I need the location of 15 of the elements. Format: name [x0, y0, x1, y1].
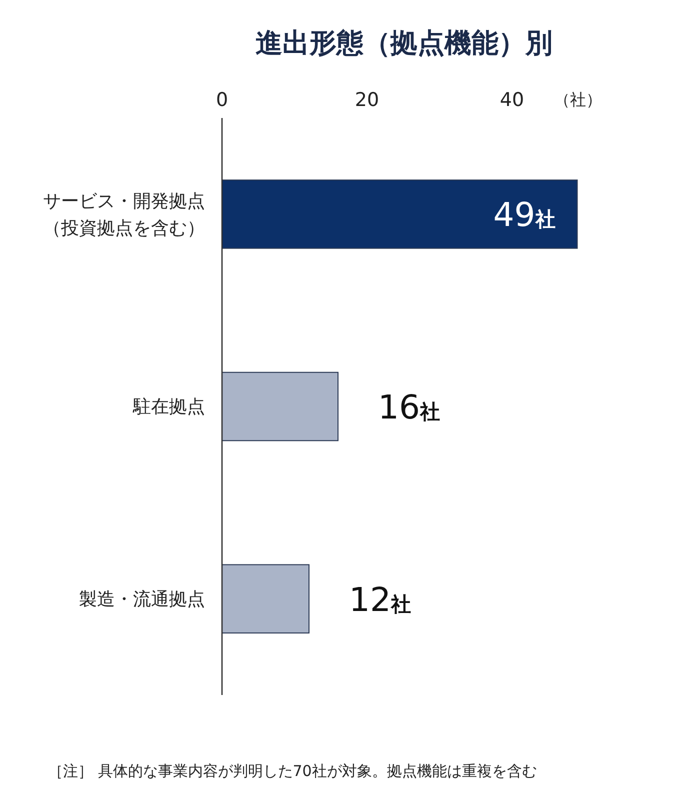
data-label: 12社 — [349, 580, 411, 619]
chart-title: 進出形態（拠点機能）別 — [256, 28, 552, 59]
x-axis-title: （社） — [554, 90, 602, 109]
bar — [222, 180, 578, 249]
y-tick-label: サービス・開発拠点（投資拠点を含む） — [43, 191, 205, 240]
bar — [222, 564, 310, 634]
bar — [222, 372, 338, 442]
y-tick-label: 製造・流通拠点 — [79, 588, 205, 610]
y-tick-label: 駐在拠点 — [132, 396, 205, 418]
data-label: 49社 — [493, 195, 556, 234]
x-tick-label: 40 — [500, 89, 524, 111]
x-tick-label: 20 — [354, 89, 380, 111]
data-label: 16社 — [378, 388, 440, 426]
text: ［注］ 具体的な事業内容が判明した70社が対象。拠点機能は重複を含む — [48, 762, 537, 780]
x-tick-label: 0 — [216, 89, 228, 111]
